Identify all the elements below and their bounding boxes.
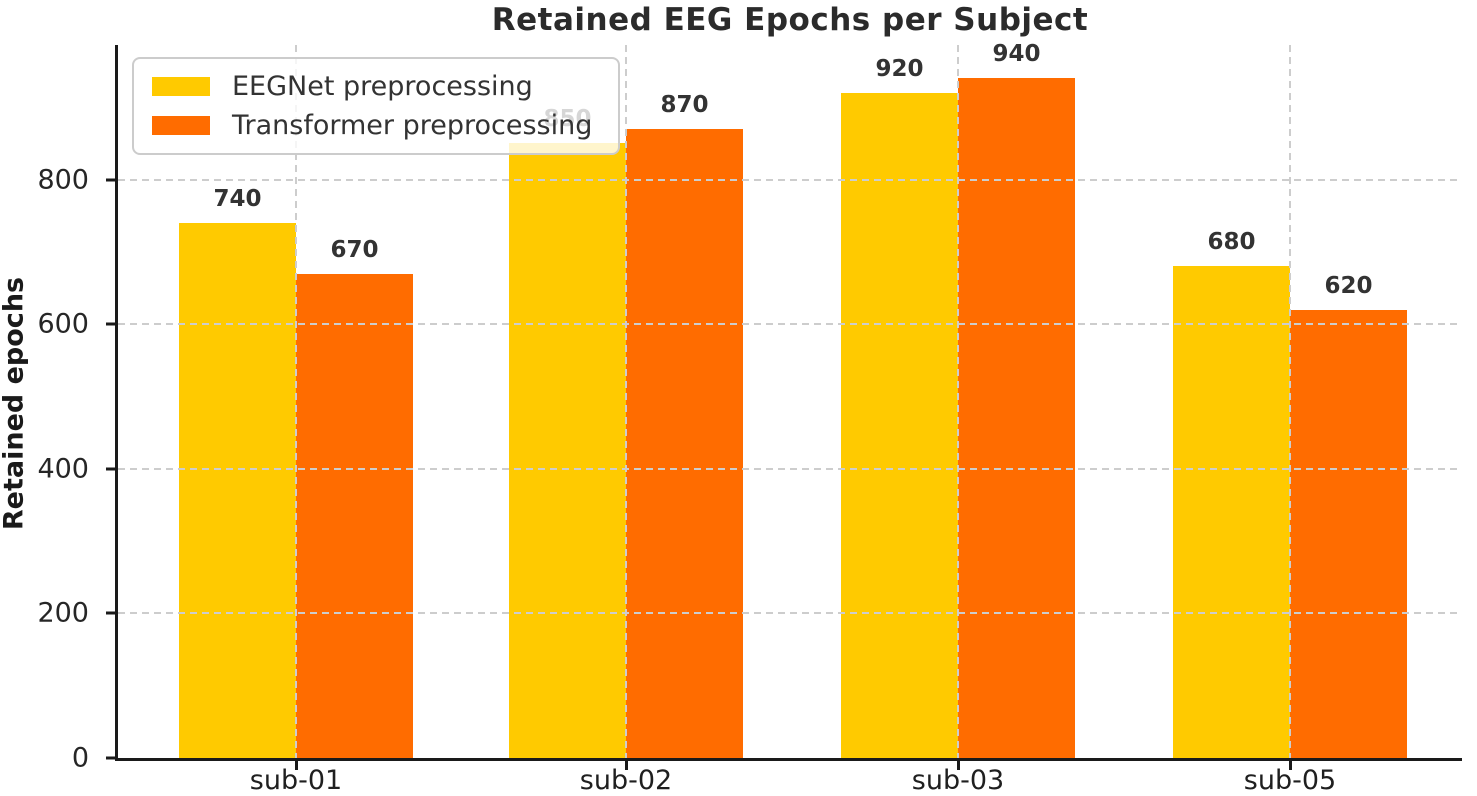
y-tick-label: 600 bbox=[37, 308, 89, 340]
y-tick-label: 0 bbox=[71, 742, 89, 774]
legend-swatch-icon bbox=[152, 77, 210, 96]
h-gridline bbox=[118, 178, 1462, 181]
x-tick-label-sub-01: sub-01 bbox=[249, 765, 343, 796]
x-tick-mark bbox=[625, 761, 628, 770]
y-tick-mark bbox=[106, 467, 115, 471]
x-tick-mark bbox=[957, 761, 960, 770]
bar-value-label: 620 bbox=[1324, 272, 1373, 299]
bar-sub-05-transformer bbox=[1290, 309, 1407, 758]
legend-entry-transformer: Transformer preprocessing bbox=[152, 110, 592, 141]
bar-sub-03-transformer bbox=[958, 78, 1075, 758]
v-gridline bbox=[1289, 45, 1291, 758]
v-gridline bbox=[625, 45, 627, 758]
bar-value-label: 870 bbox=[660, 91, 709, 118]
bar-value-label: 920 bbox=[875, 55, 924, 82]
x-tick-label-sub-03: sub-03 bbox=[911, 765, 1005, 796]
legend: EEGNet preprocessing Transformer preproce… bbox=[132, 57, 621, 155]
y-axis-spine bbox=[115, 45, 118, 761]
y-tick-mark bbox=[106, 756, 115, 760]
chart-title: Retained EEG Epochs per Subject bbox=[491, 2, 1089, 38]
h-gridline bbox=[118, 612, 1462, 615]
legend-label: Transformer preprocessing bbox=[232, 110, 593, 141]
legend-label: EEGNet preprocessing bbox=[232, 71, 533, 102]
x-tick-label-sub-05: sub-05 bbox=[1243, 765, 1337, 796]
y-tick-mark bbox=[106, 611, 115, 615]
bar-value-label: 680 bbox=[1207, 229, 1256, 256]
h-gridline bbox=[118, 467, 1462, 470]
y-tick-label: 800 bbox=[37, 164, 89, 195]
bar-sub-01-transformer bbox=[296, 273, 413, 758]
v-gridline bbox=[295, 45, 297, 758]
legend-swatch-icon bbox=[152, 116, 210, 135]
bar-sub-03-eegnet bbox=[841, 92, 958, 758]
bar-sub-05-eegnet bbox=[1173, 266, 1290, 758]
bar-sub-02-transformer bbox=[626, 128, 743, 758]
h-gridline bbox=[118, 323, 1462, 326]
bar-value-label: 940 bbox=[992, 41, 1041, 68]
bar-value-label: 670 bbox=[330, 236, 379, 263]
x-axis-spine bbox=[115, 758, 1462, 761]
x-tick-mark bbox=[1289, 761, 1292, 770]
x-tick-label-sub-02: sub-02 bbox=[579, 765, 673, 796]
y-tick-label: 200 bbox=[37, 597, 89, 629]
bar-value-label: 740 bbox=[213, 185, 262, 212]
y-tick-label: 400 bbox=[37, 453, 89, 485]
bar-sub-01-eegnet bbox=[179, 222, 296, 758]
y-tick-mark bbox=[106, 322, 115, 326]
legend-entry-eegnet: EEGNet preprocessing bbox=[152, 71, 592, 102]
bar-sub-02-eegnet bbox=[509, 143, 626, 758]
y-axis-label: Retained epochs bbox=[0, 276, 30, 531]
x-tick-mark bbox=[295, 761, 298, 770]
plot-area: EEGNet preprocessing Transformer preproce… bbox=[37, 41, 1462, 796]
v-gridline bbox=[957, 45, 959, 758]
y-tick-mark bbox=[106, 178, 115, 181]
